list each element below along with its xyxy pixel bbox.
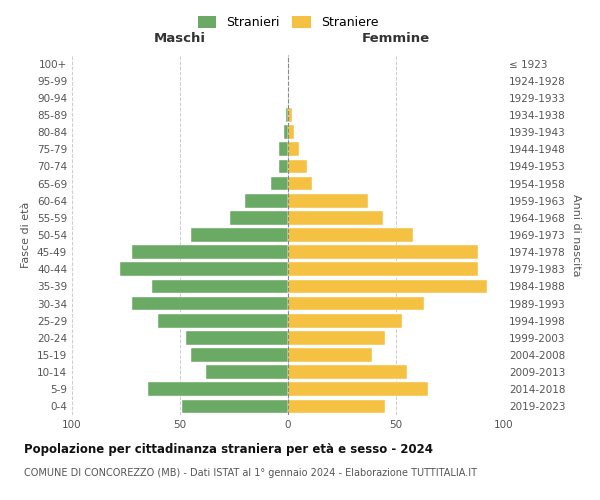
Bar bbox=[288, 314, 403, 328]
Bar bbox=[288, 262, 478, 276]
Bar bbox=[286, 108, 288, 122]
Bar bbox=[288, 194, 368, 207]
Text: Maschi: Maschi bbox=[154, 32, 206, 44]
Bar bbox=[288, 142, 299, 156]
Bar bbox=[133, 246, 288, 259]
Bar bbox=[148, 382, 288, 396]
Text: COMUNE DI CONCOREZZO (MB) - Dati ISTAT al 1° gennaio 2024 - Elaborazione TUTTITA: COMUNE DI CONCOREZZO (MB) - Dati ISTAT a… bbox=[24, 468, 477, 477]
Bar bbox=[245, 194, 288, 207]
Bar bbox=[288, 126, 295, 139]
Bar bbox=[280, 160, 288, 173]
Bar bbox=[191, 348, 288, 362]
Bar bbox=[158, 314, 288, 328]
Bar bbox=[288, 246, 478, 259]
Y-axis label: Fasce di età: Fasce di età bbox=[22, 202, 31, 268]
Bar bbox=[133, 296, 288, 310]
Bar bbox=[288, 382, 428, 396]
Bar bbox=[119, 262, 288, 276]
Bar bbox=[182, 400, 288, 413]
Bar bbox=[206, 366, 288, 379]
Bar bbox=[288, 211, 383, 224]
Bar bbox=[288, 160, 307, 173]
Y-axis label: Anni di nascita: Anni di nascita bbox=[571, 194, 581, 276]
Bar bbox=[288, 176, 312, 190]
Bar bbox=[288, 108, 292, 122]
Bar bbox=[152, 280, 288, 293]
Bar bbox=[187, 331, 288, 344]
Bar bbox=[288, 228, 413, 242]
Bar bbox=[191, 228, 288, 242]
Bar bbox=[280, 142, 288, 156]
Bar bbox=[271, 176, 288, 190]
Bar bbox=[288, 400, 385, 413]
Bar bbox=[288, 296, 424, 310]
Text: Femmine: Femmine bbox=[362, 32, 430, 44]
Bar bbox=[288, 366, 407, 379]
Legend: Stranieri, Straniere: Stranieri, Straniere bbox=[193, 11, 383, 34]
Bar bbox=[288, 348, 372, 362]
Bar bbox=[284, 126, 288, 139]
Bar bbox=[288, 280, 487, 293]
Bar bbox=[230, 211, 288, 224]
Bar bbox=[288, 331, 385, 344]
Text: Popolazione per cittadinanza straniera per età e sesso - 2024: Popolazione per cittadinanza straniera p… bbox=[24, 442, 433, 456]
